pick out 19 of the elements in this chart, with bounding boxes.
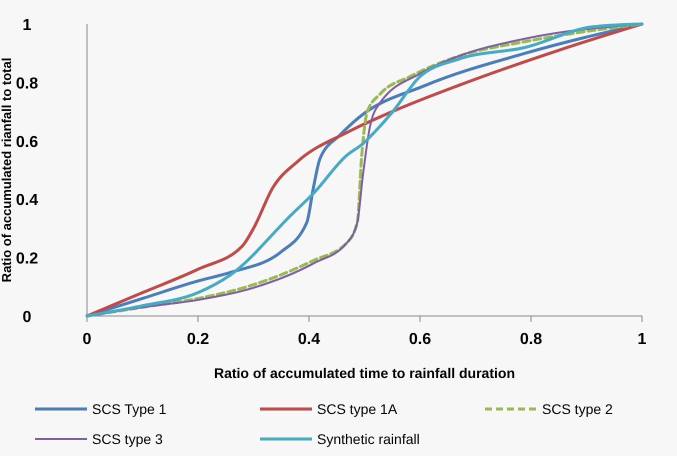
legend-label: SCS Type 1 (92, 401, 167, 417)
x-tick-label: 0.8 (520, 331, 542, 348)
legend-label: Synthetic rainfall (317, 431, 420, 447)
y-tick-label: 1 (22, 17, 32, 34)
legend-label: SCS type 3 (92, 431, 164, 447)
legend-label: SCS type 1A (317, 401, 398, 417)
y-tick-label: 0.8 (16, 75, 38, 92)
y-tick-label: 0.2 (16, 250, 38, 268)
x-tick-label: 1 (638, 331, 647, 348)
x-tick-label: 0.4 (298, 331, 320, 348)
y-axis-title: Ratio of accumulated rianfall to total (0, 58, 14, 282)
x-tick-label: 0 (82, 331, 92, 348)
y-tick-label: 0.4 (16, 192, 38, 210)
x-tick-label: 0.2 (186, 331, 210, 348)
y-tick-label: 0 (22, 309, 32, 326)
x-axis-title: Ratio of accumulated time to rainfall duration (214, 365, 516, 381)
legend-label: SCS type 2 (542, 401, 614, 417)
x-tick-label: 0.6 (408, 331, 432, 348)
y-tick-label: 0.6 (16, 134, 38, 151)
